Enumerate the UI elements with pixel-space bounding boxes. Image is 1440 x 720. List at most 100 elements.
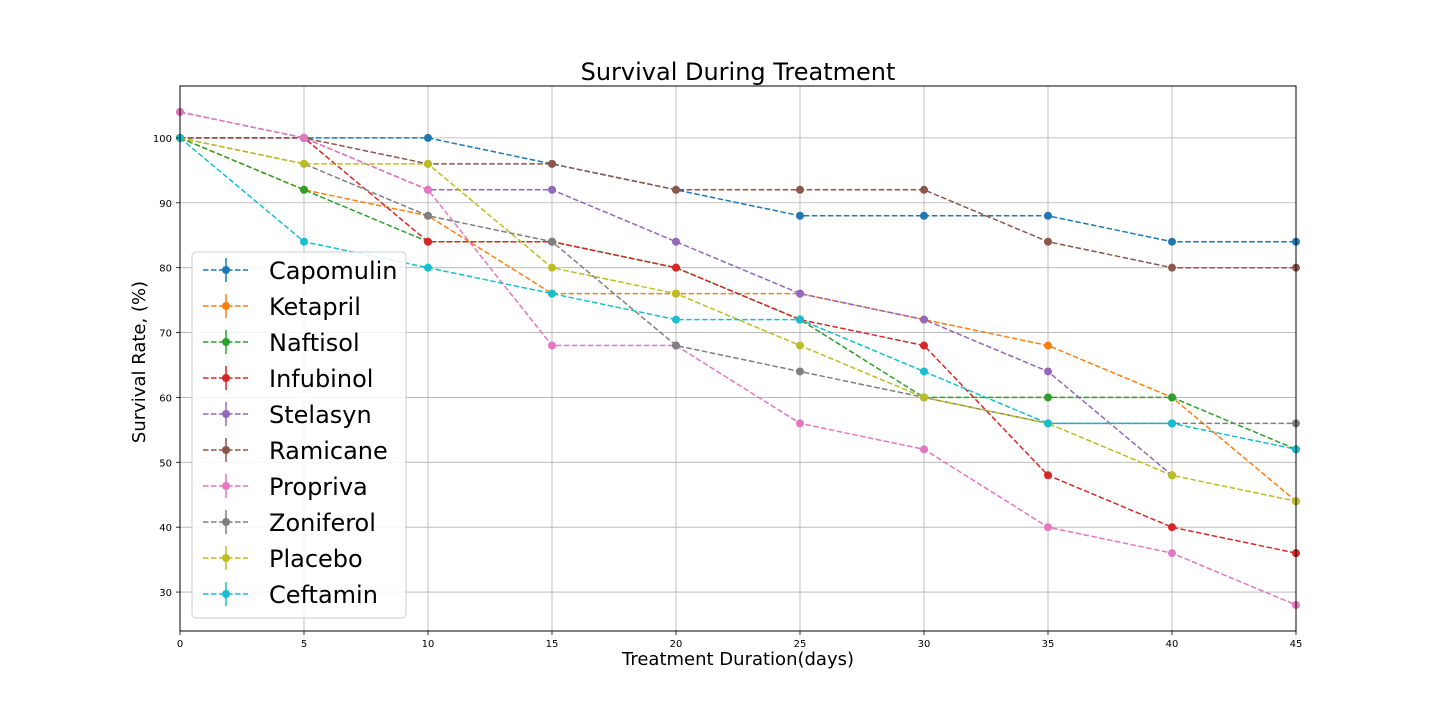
- x-axis-ticks: 0 5 10 15 20 25 30 35 40 45: [177, 631, 1303, 650]
- data-point-ceftamin: [1168, 419, 1176, 428]
- series-lines: [176, 107, 1300, 610]
- data-point-zoniferol: [796, 367, 804, 376]
- series-line-capomulin: [180, 137, 1296, 243]
- legend-label-ceftamin: Ceftamin: [269, 581, 378, 609]
- legend-item-ramicane: Ramicane: [203, 437, 388, 465]
- legend-item-naftisol: Naftisol: [203, 329, 360, 357]
- legend-label-ketapril: Ketapril: [269, 293, 361, 321]
- legend-item-ketapril: Ketapril: [203, 293, 361, 321]
- y-tick-label: 100: [153, 134, 172, 145]
- data-point-ramicane: [672, 185, 680, 194]
- x-tick-label: 25: [794, 639, 807, 650]
- legend-item-placebo: Placebo: [203, 545, 363, 573]
- data-point-capomulin: [920, 211, 928, 220]
- data-point-infubinol: [424, 237, 432, 246]
- data-point-propriva: [920, 445, 928, 454]
- data-point-ketapril: [1044, 341, 1052, 350]
- legend-item-infubinol: Infubinol: [203, 365, 373, 393]
- x-tick-label: 5: [301, 639, 307, 650]
- data-point-infubinol: [1044, 471, 1052, 480]
- data-point-capomulin: [424, 133, 432, 142]
- data-point-placebo: [1168, 471, 1176, 480]
- data-point-capomulin: [796, 211, 804, 220]
- data-point-zoniferol: [424, 211, 432, 220]
- data-point-placebo: [548, 263, 556, 272]
- data-point-naftisol: [1168, 393, 1176, 402]
- data-point-stelasyn: [796, 289, 804, 298]
- legend-marker-ketapril: [222, 302, 230, 310]
- x-axis-title: Treatment Duration(days): [621, 649, 854, 670]
- y-tick-label: 50: [159, 458, 172, 469]
- y-tick-label: 80: [159, 264, 172, 275]
- x-tick-label: 45: [1290, 639, 1303, 650]
- y-tick-label: 90: [159, 199, 172, 210]
- data-point-naftisol: [300, 185, 308, 194]
- data-point-propriva: [1168, 549, 1176, 558]
- legend-box: [191, 251, 407, 619]
- y-tick-label: 60: [159, 393, 172, 404]
- legend-marker-ramicane: [222, 446, 230, 454]
- data-point-stelasyn: [920, 315, 928, 324]
- data-point-stelasyn: [672, 237, 680, 246]
- data-point-placebo: [796, 341, 804, 350]
- data-point-ceftamin: [672, 315, 680, 324]
- legend-label-zoniferol: Zoniferol: [269, 509, 376, 537]
- data-point-placebo: [300, 159, 308, 168]
- legend-item-capomulin: Capomulin: [203, 257, 398, 285]
- data-point-ceftamin: [796, 315, 804, 324]
- x-tick-label: 10: [422, 639, 435, 650]
- data-point-stelasyn: [548, 185, 556, 194]
- legend-item-zoniferol: Zoniferol: [203, 509, 376, 537]
- data-point-propriva: [1044, 523, 1052, 532]
- legend-label-stelasyn: Stelasyn: [269, 401, 372, 429]
- data-point-ceftamin: [1044, 419, 1052, 428]
- legend-item-stelasyn: Stelasyn: [203, 401, 372, 429]
- x-tick-label: 0: [177, 639, 183, 650]
- x-tick-label: 35: [1042, 639, 1055, 650]
- data-point-ramicane: [1044, 237, 1052, 246]
- data-point-ramicane: [920, 185, 928, 194]
- data-point-ramicane: [796, 185, 804, 194]
- data-point-ceftamin: [920, 367, 928, 376]
- data-point-capomulin: [1168, 237, 1176, 246]
- data-point-infubinol: [920, 341, 928, 350]
- data-point-propriva: [424, 185, 432, 194]
- data-point-ceftamin: [548, 289, 556, 298]
- plot-frame: [179, 85, 1297, 632]
- legend-label-propriva: Propriva: [269, 473, 368, 501]
- legend-marker-placebo: [222, 554, 230, 562]
- data-point-ramicane: [548, 159, 556, 168]
- legend-marker-ceftamin: [222, 590, 230, 598]
- data-point-infubinol: [1168, 523, 1176, 532]
- legend-marker-capomulin: [222, 266, 230, 274]
- x-tick-label: 20: [670, 639, 683, 650]
- data-point-ramicane: [1168, 263, 1176, 272]
- legend-label-infubinol: Infubinol: [269, 365, 373, 393]
- legend-item-propriva: Propriva: [203, 473, 368, 501]
- legend-item-ceftamin: Ceftamin: [203, 581, 378, 609]
- x-tick-label: 40: [1166, 639, 1179, 650]
- series-line-ramicane: [180, 137, 1296, 269]
- data-point-placebo: [672, 289, 680, 298]
- legend-marker-infubinol: [222, 374, 230, 382]
- legend-marker-zoniferol: [222, 518, 230, 526]
- data-point-placebo: [920, 393, 928, 402]
- data-point-ceftamin: [424, 263, 432, 272]
- series-line-zoniferol: [179, 137, 1296, 425]
- x-tick-label: 30: [918, 639, 931, 650]
- data-point-stelasyn: [1044, 367, 1052, 376]
- y-axis-ticks: 30 40 50 60 70 80 90 100: [153, 134, 180, 599]
- legend-marker-naftisol: [222, 338, 230, 346]
- legend-label-placebo: Placebo: [269, 545, 363, 573]
- y-tick-label: 70: [159, 329, 172, 340]
- data-point-zoniferol: [672, 341, 680, 350]
- series-line-placebo: [179, 137, 1297, 502]
- y-tick-label: 40: [159, 523, 172, 534]
- legend-items: Capomulin Ketapril Naftisol Infubinol Stelas…: [203, 257, 398, 609]
- x-tick-label: 15: [546, 639, 559, 650]
- data-point-propriva: [300, 133, 308, 142]
- data-point-capomulin: [1044, 211, 1052, 220]
- legend-marker-stelasyn: [222, 410, 230, 418]
- legend-label-capomulin: Capomulin: [269, 257, 398, 285]
- legend-marker-propriva: [222, 482, 230, 490]
